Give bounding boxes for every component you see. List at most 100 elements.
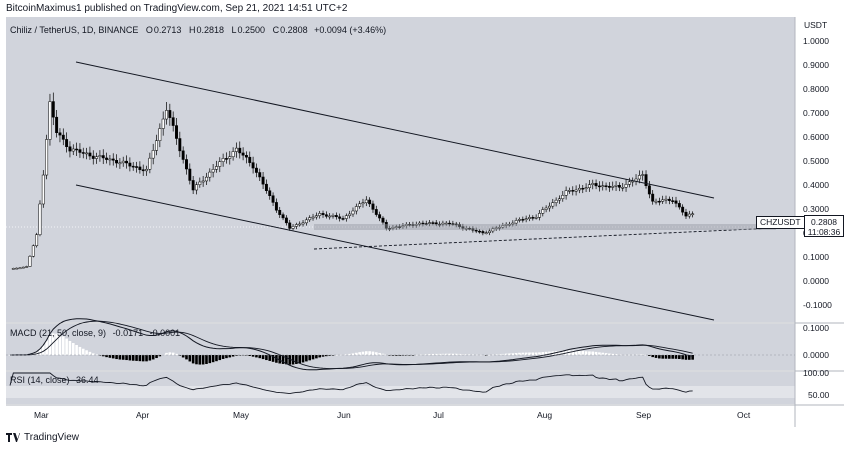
macd-histogram-bar [208,355,212,364]
candle-down [185,159,188,170]
candle-down [671,200,675,202]
macd-histogram-bar [335,354,338,356]
candle-down [261,176,265,185]
candle-down [451,223,455,225]
candle-up [504,223,508,226]
candle-down [421,222,425,225]
macd-histogram-bar [371,351,375,355]
macd-histogram-bar [598,352,601,355]
macd-histogram-bar [494,354,498,355]
candle-up [25,266,29,268]
candle-up [45,139,49,176]
candle-up [318,213,322,216]
macd-histogram-bar [474,354,478,356]
candle-up [577,187,581,191]
legend-high-label: H [188,25,196,35]
candle-down [334,215,338,218]
candle-up [234,147,238,152]
macd-histogram-bar [361,351,365,355]
macd-histogram-bar [591,351,595,355]
macd-histogram-bar [434,353,438,355]
chart-canvas[interactable]: 1.0000 0.9000 0.8000 0.7000 0.6000 0.5000 0.40… [6,17,844,427]
time-axis-label: Sep [636,410,651,420]
macd-histogram-bar [424,354,428,355]
candle-down [51,101,55,118]
candle-up [328,215,332,218]
candle-up [11,268,15,270]
macd-histogram-bar [674,355,678,359]
candle-down [431,222,435,224]
candle-down [181,150,185,160]
candle-down [684,211,688,217]
macd-axis-label: 0.0000 [803,350,829,360]
macd-histogram-bar [265,355,268,361]
channel-lower-trendline [75,184,715,321]
candle-up [558,198,561,201]
candle-up [41,174,45,205]
last-price: 0.2808 [811,217,837,227]
price-axis-label: 0.4000 [803,180,829,190]
rsi-axis-label: 50.00 [808,390,830,400]
macd-histogram-bar [105,355,108,358]
macd-histogram-bar [325,355,328,357]
macd-histogram-bar [108,355,112,358]
price-axis-label: 0.3000 [803,204,829,214]
macd-histogram-bar [255,355,258,358]
price-axis-label: 0.1000 [803,252,829,262]
macd-histogram-bar [604,353,608,355]
macd-histogram-bar [188,355,192,362]
macd-histogram-bar [321,355,325,357]
macd-histogram-bar [32,352,35,355]
candle-down [178,138,182,152]
candle-up [298,223,302,226]
macd-histogram-bar [121,355,125,360]
candle-up [198,181,202,185]
candle-up [354,206,358,212]
macd-histogram-bar [658,355,661,359]
chart-frame[interactable]: 1.0000 0.9000 0.8000 0.7000 0.6000 0.5000 0.40… [6,17,844,427]
candle-up [118,162,122,165]
price-pane[interactable] [6,17,795,322]
macd-histogram-bar [431,353,435,355]
macd-histogram-bar [444,353,448,355]
macd-pane[interactable] [6,324,795,370]
macd-histogram-bar [501,353,505,355]
candle-down [274,202,278,211]
macd-histogram-bar [261,355,265,360]
candle-up [221,158,225,162]
candle-down [105,157,109,160]
candle-down [384,222,388,229]
candle-up [484,232,488,234]
macd-histogram-bar [504,353,508,355]
candle-up [304,219,308,224]
candle-up [95,156,99,159]
tradingview-logo[interactable]: TradingView [6,432,79,443]
candle-down [438,223,442,226]
macd-histogram-bar [441,353,445,355]
candle-down [667,198,671,201]
candle-up [331,215,335,217]
macd-histogram-bar [584,351,588,355]
legend-low-label: L [231,25,237,35]
candle-up [551,202,555,207]
candle-down [111,158,115,161]
candle-up [231,151,235,158]
candle-up [444,222,448,225]
candle-down [264,183,268,191]
candle-up [511,222,515,225]
macd-histogram-bar [638,354,641,355]
time-axis-label: Oct [737,410,751,420]
candle-down [78,149,82,153]
tradingview-logo-icon [6,433,20,442]
candle-down [254,167,258,173]
candle-down [617,185,621,188]
candle-up [121,160,125,164]
rsi-title: RSI (14, close) [10,375,70,385]
macd-histogram-bar [58,334,62,355]
macd-histogram-bar [75,344,78,355]
candle-down [604,185,608,187]
macd-histogram-bar [608,353,611,355]
macd-histogram-bar [414,354,418,356]
macd-histogram-bar [71,343,75,355]
candle-up [145,169,148,172]
